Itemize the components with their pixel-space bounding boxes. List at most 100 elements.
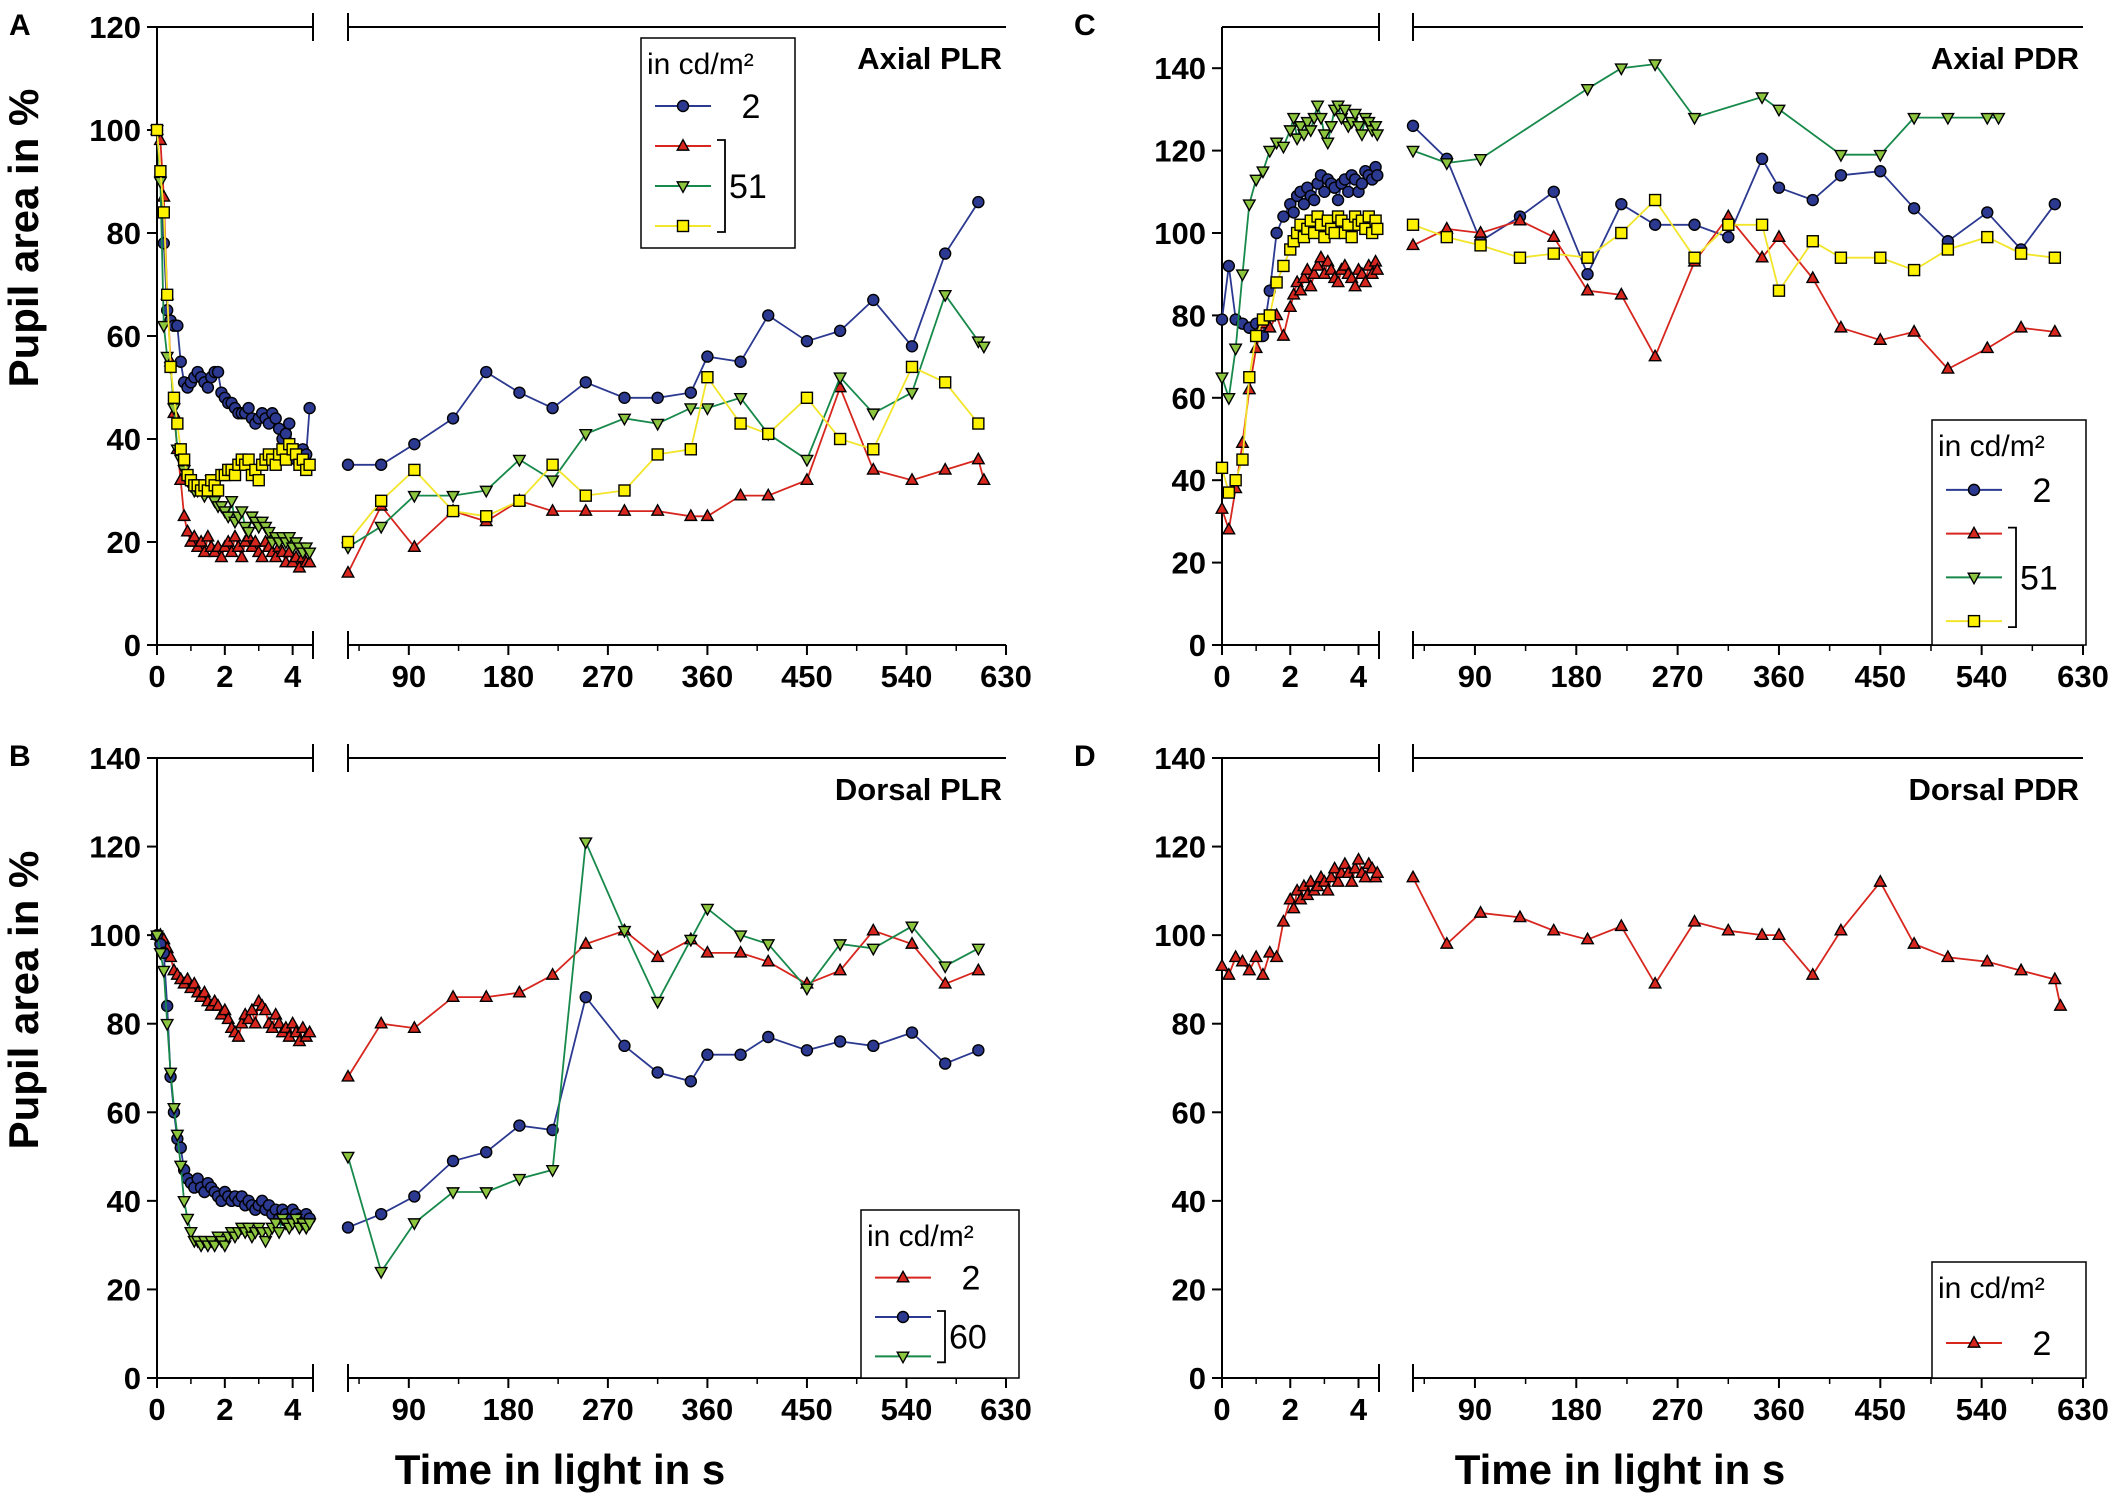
data-point	[1286, 900, 1301, 914]
data-point	[174, 1141, 187, 1154]
data-point	[1358, 274, 1373, 288]
data-point	[701, 1048, 714, 1061]
x-tick-label: 2	[1282, 659, 1299, 694]
data-point	[1907, 202, 1921, 215]
data-point	[1371, 169, 1384, 182]
data-point	[512, 454, 527, 468]
series-red	[150, 122, 991, 578]
legend-label: 2	[742, 88, 761, 126]
data-point	[1283, 125, 1298, 138]
data-point	[905, 1026, 919, 1039]
data-point	[1805, 270, 1820, 284]
data-point	[578, 837, 593, 850]
data-point	[1834, 169, 1848, 182]
data-point	[938, 247, 952, 260]
data-point	[1940, 361, 1955, 374]
data-point	[258, 1002, 273, 1016]
data-point	[295, 1020, 310, 1033]
data-point	[1874, 164, 1887, 178]
legend-bracket	[717, 139, 726, 233]
data-point	[683, 508, 698, 522]
y-tick-label: 80	[1172, 1007, 1206, 1042]
data-point	[972, 417, 985, 430]
x-tick-label: 90	[392, 1392, 426, 1427]
data-point	[1614, 918, 1629, 932]
data-point	[1221, 392, 1236, 406]
data-point	[1755, 927, 1770, 940]
data-point	[971, 943, 986, 957]
y-tick-label: 120	[1154, 830, 1206, 865]
data-point	[1547, 247, 1560, 260]
data-point	[302, 547, 317, 561]
data-point	[2047, 971, 2062, 985]
data-point	[1355, 177, 1369, 190]
series-line	[1221, 101, 1379, 399]
data-point	[211, 365, 225, 379]
y-tick-label: 120	[89, 10, 141, 45]
data-point	[546, 458, 559, 471]
panel-letter: C	[1074, 9, 1096, 42]
data-point	[1473, 154, 1488, 167]
data-point	[1473, 225, 1488, 238]
data-point	[1722, 218, 1735, 231]
x-tick-label: 0	[148, 1392, 165, 1427]
data-point	[1228, 343, 1243, 357]
data-point	[2047, 324, 2062, 337]
data-point	[183, 1227, 198, 1240]
data-point	[1755, 218, 1769, 231]
x-tick-label: 360	[682, 1392, 734, 1427]
data-point	[1546, 922, 1561, 936]
y-tick-label: 120	[89, 830, 141, 865]
data-point	[480, 1145, 493, 1159]
y-axis-title-top: Pupil area in %	[0, 89, 47, 388]
y-tick-label: 60	[1172, 381, 1206, 416]
data-point	[1263, 309, 1276, 322]
data-point	[479, 1187, 494, 1200]
x-tick-label: 180	[1550, 1392, 1602, 1427]
data-point	[684, 1075, 698, 1088]
data-point	[1614, 287, 1629, 300]
legend-box	[640, 37, 796, 249]
data-point	[160, 1018, 175, 1032]
data-point	[1303, 278, 1318, 292]
legend-marker	[1967, 1335, 1981, 1348]
data-point	[651, 1066, 664, 1079]
data-point	[1370, 865, 1385, 878]
data-point	[700, 903, 715, 917]
data-point	[207, 1240, 222, 1253]
legend-marker	[1967, 483, 1981, 497]
data-point	[374, 521, 389, 535]
data-point	[1648, 218, 1662, 231]
legend-label: 2	[962, 1260, 981, 1298]
legend-bracket	[937, 1310, 946, 1364]
data-point	[341, 535, 355, 549]
x-tick-label: 540	[881, 659, 933, 694]
x-axis-title-left: Time in light in s	[395, 1446, 726, 1493]
data-point	[150, 930, 164, 943]
legend-bracket	[2008, 526, 2017, 629]
data-point	[150, 123, 164, 137]
panel-d: D 0 20 40 60 80 100 120 140 0 2 4 90 180 270 360 450 540 6…	[1074, 740, 2109, 1427]
panel-title: Dorsal PDR	[1908, 772, 2079, 807]
y-tick-label: 120	[1154, 134, 1206, 169]
data-point	[1331, 874, 1346, 887]
data-point	[1806, 235, 1819, 248]
legend-marker	[676, 219, 690, 233]
x-tick-label: 90	[392, 659, 426, 694]
data-point	[1310, 258, 1325, 271]
data-point	[221, 1011, 236, 1025]
x-tick-label: 360	[682, 659, 734, 694]
legend-bracket-label: 60	[949, 1319, 987, 1357]
data-point	[1303, 125, 1318, 138]
data-point	[1276, 328, 1291, 341]
x-tick-label: 0	[148, 659, 165, 694]
data-point	[163, 1067, 178, 1081]
data-point	[1327, 860, 1342, 874]
data-point	[407, 1218, 422, 1231]
data-point	[651, 448, 664, 461]
data-point	[1314, 249, 1328, 263]
y-tick-label: 0	[124, 1361, 141, 1396]
data-point	[269, 458, 282, 471]
data-point	[1348, 860, 1363, 874]
